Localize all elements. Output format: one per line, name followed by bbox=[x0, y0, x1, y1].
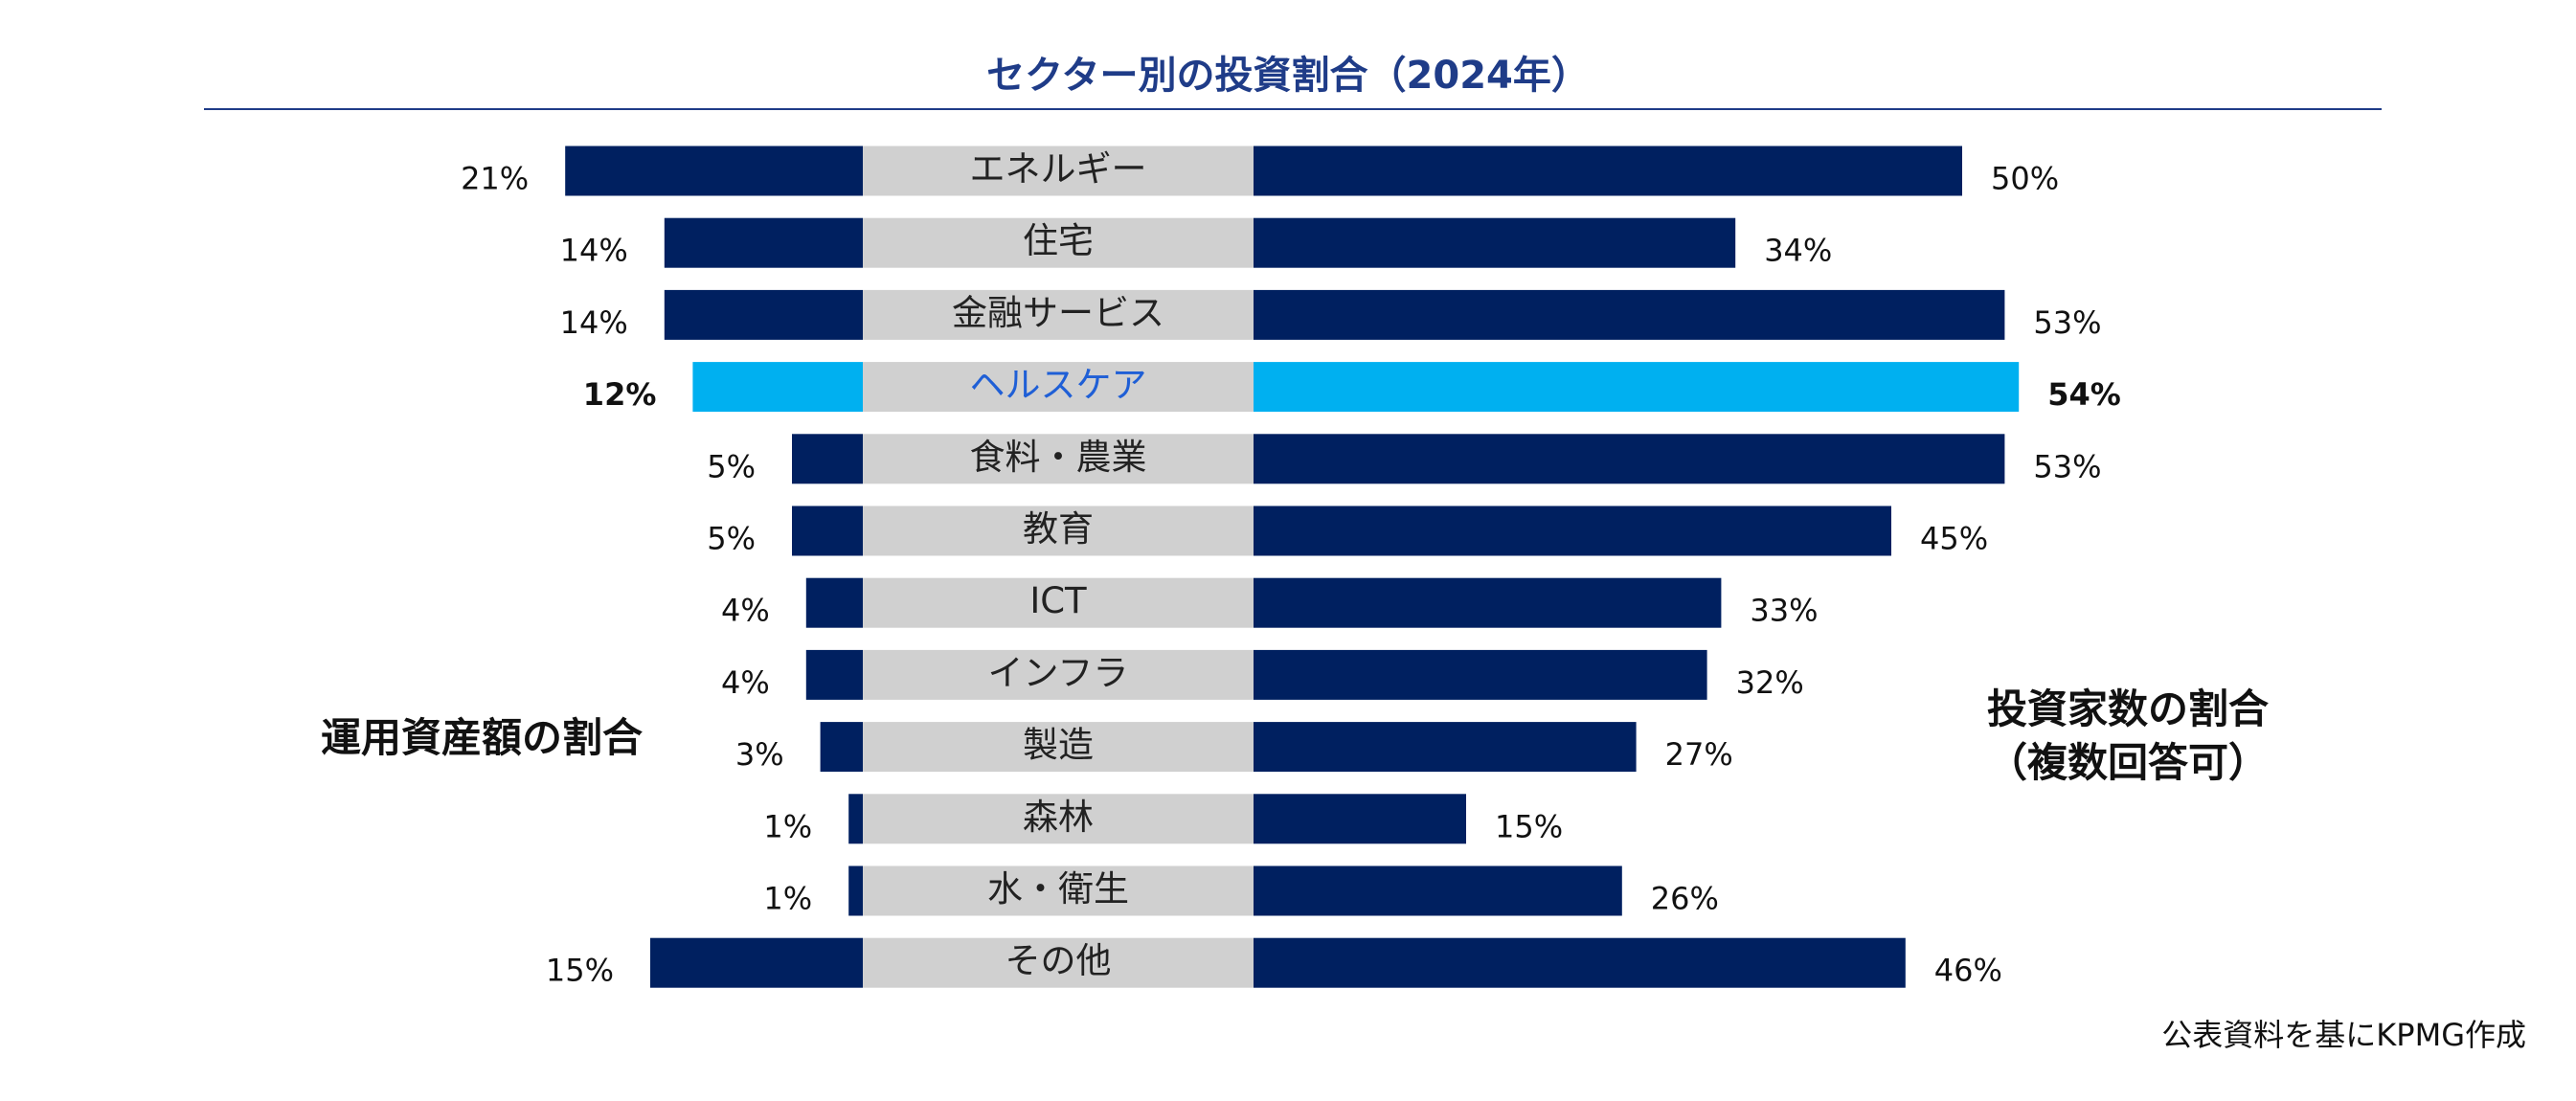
category-label: インフラ bbox=[988, 652, 1129, 693]
bar bbox=[1254, 794, 1466, 844]
bar bbox=[692, 362, 863, 413]
category-label: エネルギー bbox=[970, 148, 1147, 190]
bar bbox=[805, 577, 863, 628]
category-label: その他 bbox=[1006, 940, 1112, 981]
category-box bbox=[863, 794, 1254, 844]
category-box bbox=[863, 865, 1254, 916]
bar bbox=[848, 865, 863, 916]
value-label: 26% bbox=[1651, 881, 1719, 917]
bar bbox=[1254, 722, 1637, 773]
bar bbox=[805, 649, 863, 700]
category-label: ICT bbox=[1029, 580, 1087, 621]
left-series-label: 運用資産額の割合 bbox=[320, 714, 643, 761]
category-label: ヘルスケア bbox=[970, 365, 1147, 406]
value-label: 21% bbox=[461, 161, 529, 197]
value-label: 5% bbox=[707, 521, 756, 557]
bar bbox=[1254, 289, 2005, 340]
category-label: 住宅 bbox=[1023, 220, 1094, 261]
value-label: 32% bbox=[1736, 664, 1804, 701]
category-box bbox=[863, 146, 1254, 196]
category-box bbox=[863, 937, 1254, 988]
value-label: 3% bbox=[735, 736, 784, 773]
value-label: 33% bbox=[1750, 593, 1818, 629]
bar bbox=[1254, 217, 1736, 268]
category-label: 森林 bbox=[1023, 797, 1094, 838]
value-label: 15% bbox=[1495, 808, 1563, 844]
value-label: 45% bbox=[1920, 521, 1988, 557]
category-box bbox=[863, 506, 1254, 556]
bar bbox=[1254, 146, 1962, 196]
category-box bbox=[863, 722, 1254, 773]
category-label: 食料・農業 bbox=[970, 437, 1147, 478]
bar bbox=[1254, 649, 1707, 700]
bar bbox=[650, 937, 863, 988]
bar bbox=[1254, 434, 2005, 484]
category-box bbox=[863, 649, 1254, 700]
bar bbox=[664, 217, 863, 268]
bar bbox=[1254, 937, 1906, 988]
value-label: 12% bbox=[583, 376, 657, 413]
bar bbox=[792, 506, 863, 556]
category-box bbox=[863, 577, 1254, 628]
value-label: 14% bbox=[560, 304, 628, 341]
value-label: 1% bbox=[763, 881, 812, 917]
value-label: 14% bbox=[560, 233, 628, 269]
bar bbox=[664, 289, 863, 340]
value-label: 50% bbox=[1991, 161, 2059, 197]
value-label: 5% bbox=[707, 448, 756, 484]
bar bbox=[820, 722, 863, 773]
source-note: 公表資料を基にKPMG作成 bbox=[2161, 1017, 2526, 1053]
category-label: 製造 bbox=[1023, 725, 1094, 766]
bar bbox=[1254, 506, 1891, 556]
category-box bbox=[863, 434, 1254, 484]
category-box bbox=[863, 217, 1254, 268]
value-label: 34% bbox=[1764, 233, 1832, 269]
chart-title: セクター別の投資割合（2024年） bbox=[986, 54, 1590, 98]
category-label: 教育 bbox=[1023, 508, 1094, 550]
bar bbox=[1254, 362, 2020, 413]
value-label: 4% bbox=[721, 593, 770, 629]
bar bbox=[848, 794, 863, 844]
value-label: 46% bbox=[1934, 953, 2002, 989]
category-box bbox=[863, 289, 1254, 340]
value-label: 53% bbox=[2033, 448, 2101, 484]
bar bbox=[1254, 865, 1622, 916]
bar bbox=[565, 146, 863, 196]
category-label: 水・衛生 bbox=[987, 868, 1129, 910]
value-label: 53% bbox=[2033, 304, 2101, 341]
bar bbox=[792, 434, 863, 484]
bar bbox=[1254, 577, 1722, 628]
value-label: 1% bbox=[763, 808, 812, 844]
category-box bbox=[863, 362, 1254, 413]
value-label: 4% bbox=[721, 664, 770, 701]
value-label: 15% bbox=[546, 953, 614, 989]
category-label: 金融サービス bbox=[952, 292, 1164, 333]
value-label: 27% bbox=[1665, 736, 1733, 773]
value-label: 54% bbox=[2047, 376, 2121, 413]
right-series-label: 投資家数の割合（複数回答可） bbox=[1986, 685, 2269, 786]
